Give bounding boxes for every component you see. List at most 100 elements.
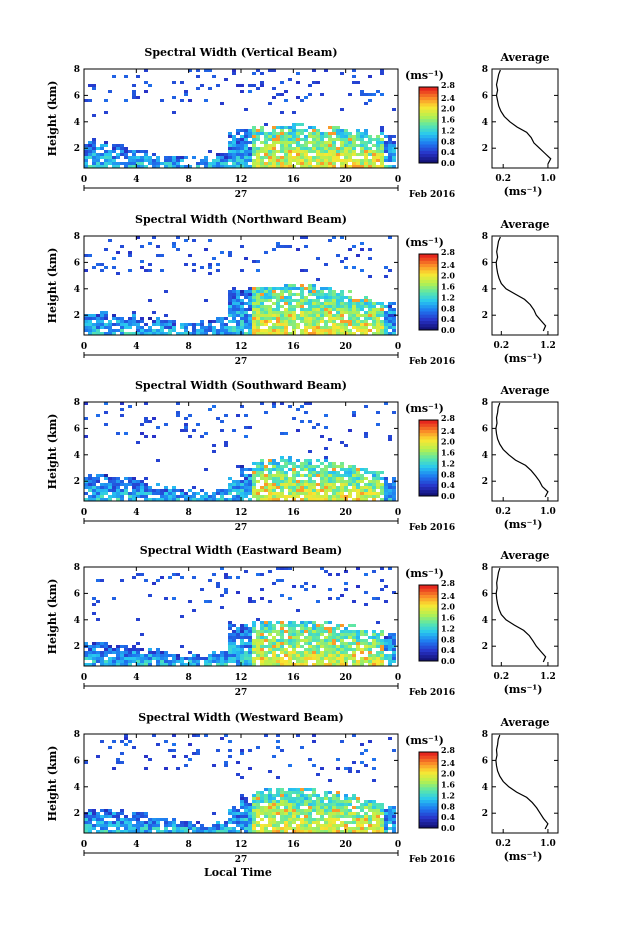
heatmap-cell — [212, 326, 216, 329]
heatmap-cell — [276, 648, 280, 651]
colorbar-segment — [419, 492, 438, 497]
heatmap-cell — [336, 818, 340, 821]
heatmap-cell — [272, 582, 276, 585]
x-tick-label: 8 — [186, 175, 192, 185]
heatmap-cell — [152, 489, 156, 492]
heatmap-cell — [268, 821, 272, 824]
heatmap-cell — [156, 245, 160, 248]
heatmap-cell — [348, 827, 352, 830]
heatmap-cell — [112, 150, 116, 153]
heatmap-cell — [320, 150, 324, 153]
heatmap-cell — [324, 489, 328, 492]
heatmap-cell — [228, 251, 232, 254]
heatmap-cell — [192, 492, 196, 495]
heatmap-cell — [276, 827, 280, 830]
heatmap-cell — [108, 495, 112, 498]
heatmap-cell — [300, 486, 304, 489]
heatmap-cell — [104, 648, 108, 651]
heatmap-cell — [284, 308, 288, 311]
heatmap-cell — [364, 489, 368, 492]
heatmap-cell — [292, 651, 296, 654]
heatmap-cell — [124, 150, 128, 153]
heatmap-cell — [256, 308, 260, 311]
heatmap-cell — [100, 326, 104, 329]
heatmap-cell — [308, 314, 312, 317]
heatmap-cell — [308, 651, 312, 654]
heatmap-cell — [212, 651, 216, 654]
heatmap-cell — [332, 648, 336, 651]
heatmap-cell — [244, 797, 248, 800]
heatmap-cell — [260, 299, 264, 302]
colorbar-segment — [419, 486, 438, 491]
heatmap-cell — [380, 830, 384, 833]
heatmap-cell — [136, 815, 140, 818]
heatmap-cell — [124, 827, 128, 830]
heatmap-cell — [112, 314, 116, 317]
heatmap-cell — [96, 642, 100, 645]
heatmap-cell — [268, 645, 272, 648]
heatmap-cell — [328, 144, 332, 147]
heatmap-cell — [232, 654, 236, 657]
heatmap-cell — [288, 621, 292, 624]
heatmap-cell — [184, 417, 188, 420]
heatmap-cell — [368, 471, 372, 474]
heatmap-cell — [344, 824, 348, 827]
heatmap-cell — [196, 75, 200, 78]
heatmap-cell — [244, 800, 248, 803]
heatmap-cell — [296, 803, 300, 806]
heatmap-cell — [288, 630, 292, 633]
heatmap-cell — [240, 818, 244, 821]
heatmap-cell — [92, 824, 96, 827]
heatmap-cell — [156, 821, 160, 824]
heatmap-cell — [264, 135, 268, 138]
heatmap-cell — [296, 323, 300, 326]
heatmap-cell — [144, 435, 148, 438]
heatmap-cell — [268, 159, 272, 162]
heatmap-cell — [336, 314, 340, 317]
heatmap-cell — [268, 600, 272, 603]
heatmap-cell — [368, 93, 372, 96]
heatmap-cell — [388, 567, 392, 570]
heatmap-cell — [376, 821, 380, 824]
heatmap-cell — [352, 600, 356, 603]
heatmap-cell — [304, 797, 308, 800]
colorbar-segment — [419, 288, 438, 293]
heatmap-cell — [368, 489, 372, 492]
heatmap-cell — [132, 657, 136, 660]
heatmap-cell — [144, 150, 148, 153]
heatmap-cell — [260, 459, 264, 462]
heatmap-cell — [260, 305, 264, 308]
average-y-tick-label: 6 — [482, 91, 488, 101]
heatmap-cell — [288, 495, 292, 498]
colorbar-tick-label: 2.0 — [441, 602, 455, 612]
heatmap-cell — [136, 156, 140, 159]
heatmap-cell — [392, 821, 396, 824]
month-label: Feb 2016 — [409, 357, 455, 367]
heatmap-cell — [264, 314, 268, 317]
heatmap-cell — [176, 159, 180, 162]
heatmap-cell — [304, 144, 308, 147]
heatmap-cell — [248, 135, 252, 138]
heatmap-cell — [392, 642, 396, 645]
heatmap-cell — [128, 480, 132, 483]
heatmap-cell — [172, 81, 176, 84]
heatmap-cell — [320, 144, 324, 147]
heatmap-cell — [264, 293, 268, 296]
heatmap-cell — [280, 800, 284, 803]
heatmap-cell — [160, 830, 164, 833]
heatmap-cell — [328, 821, 332, 824]
heatmap-cell — [280, 287, 284, 290]
heatmap-cell — [296, 642, 300, 645]
heatmap-cell — [132, 486, 136, 489]
heatmap-cell — [236, 323, 240, 326]
heatmap-cell — [300, 585, 304, 588]
heatmap-cells — [84, 402, 396, 501]
heatmap-cell — [96, 657, 100, 660]
heatmap-cell — [308, 320, 312, 323]
x-tick-label: 0 — [395, 840, 401, 850]
colorbar-segment — [419, 448, 438, 453]
heatmap-cell — [132, 159, 136, 162]
heatmap-cell — [308, 287, 312, 290]
heatmap-cell — [284, 477, 288, 480]
heatmap-cell — [360, 492, 364, 495]
